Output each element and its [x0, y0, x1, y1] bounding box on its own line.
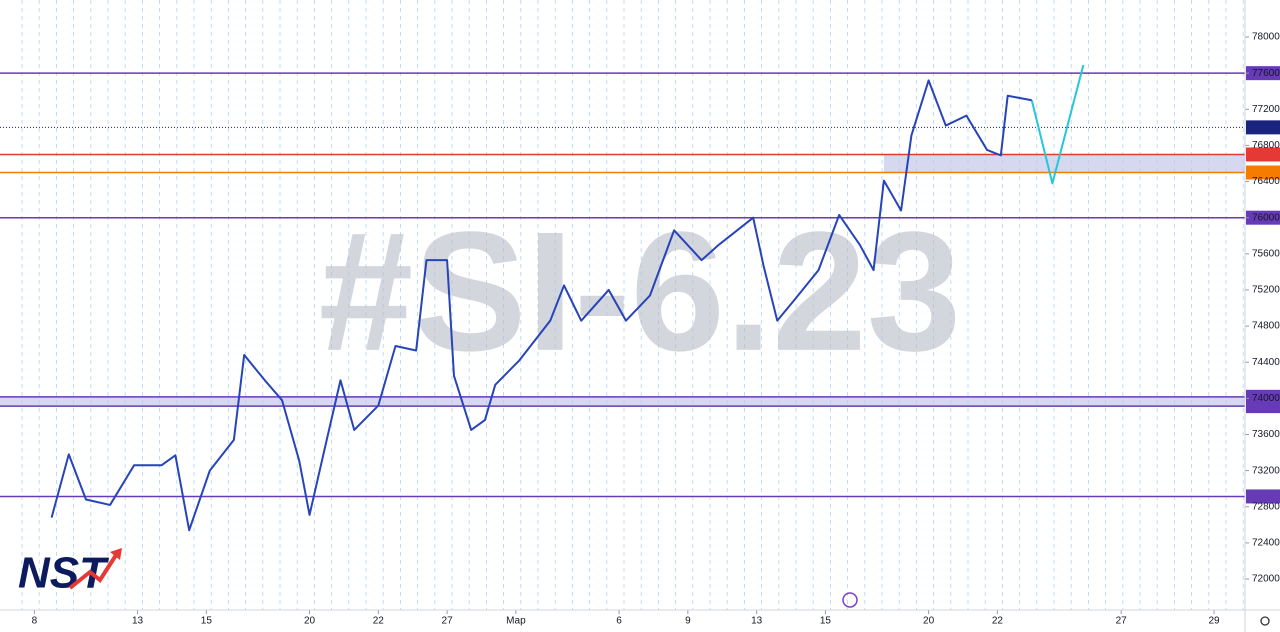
price-line: [50, 79, 1032, 532]
y-tick-label: 75200: [1252, 285, 1280, 296]
level-tag: [1246, 147, 1280, 162]
settings-icon[interactable]: [1260, 616, 1270, 626]
x-tick-label: 13: [751, 616, 763, 627]
y-tick-label: 76400: [1252, 176, 1280, 187]
x-tick-label: 27: [442, 616, 454, 627]
level-tag: [1246, 165, 1280, 180]
x-tick-label: Мар: [506, 616, 526, 627]
zone: [0, 396, 1245, 407]
y-tick-label: 77200: [1252, 104, 1280, 115]
decor: [0, 0, 1245, 610]
y-tick-label: 76800: [1252, 140, 1280, 151]
x-tick-label: 20: [923, 616, 935, 627]
x-tick-label: 13: [132, 616, 144, 627]
y-tick-label: 72400: [1252, 538, 1280, 549]
logo-group: NST: [18, 548, 122, 598]
y-tick-label: 73600: [1252, 429, 1280, 440]
level-tag: [1246, 120, 1280, 135]
level-tag: [1246, 489, 1280, 504]
level-tag: [1246, 210, 1280, 225]
y-tick-label: 78000: [1252, 32, 1280, 43]
y-tick-label: 77600: [1252, 68, 1280, 79]
zone: [883, 154, 1245, 173]
x-tick-label: 20: [304, 616, 316, 627]
x-tick-label: 9: [685, 616, 691, 627]
x-tick-label: 15: [201, 616, 213, 627]
x-tick-label: 27: [1116, 616, 1128, 627]
level-tag: [1246, 389, 1280, 404]
x-tick-label: 22: [992, 616, 1004, 627]
y-tick-label: 75600: [1252, 248, 1280, 259]
y-tick-label: 73200: [1252, 465, 1280, 476]
x-tick-label: 8: [32, 616, 38, 627]
x-tick-label: 22: [373, 616, 385, 627]
x-tick-label: 15: [820, 616, 832, 627]
logo-arrowhead: [110, 548, 122, 560]
y-tick-label: 74000: [1252, 393, 1280, 404]
logo: NST: [18, 549, 109, 598]
y-tick-label: 74800: [1252, 321, 1280, 332]
y-tick-label: 72000: [1252, 574, 1280, 585]
logo-arrow: [68, 550, 120, 590]
x-tick-label: 29: [1208, 616, 1220, 627]
event-icon[interactable]: [842, 592, 858, 608]
y-tick-label: 76000: [1252, 212, 1280, 223]
watermark: #SI-6.23: [319, 197, 962, 387]
y-tick-label: 74400: [1252, 357, 1280, 368]
x-tick-label: 6: [616, 616, 622, 627]
price-line: [1030, 64, 1085, 185]
level-tag: [1246, 66, 1280, 81]
y-tick-label: 72800: [1252, 501, 1280, 512]
